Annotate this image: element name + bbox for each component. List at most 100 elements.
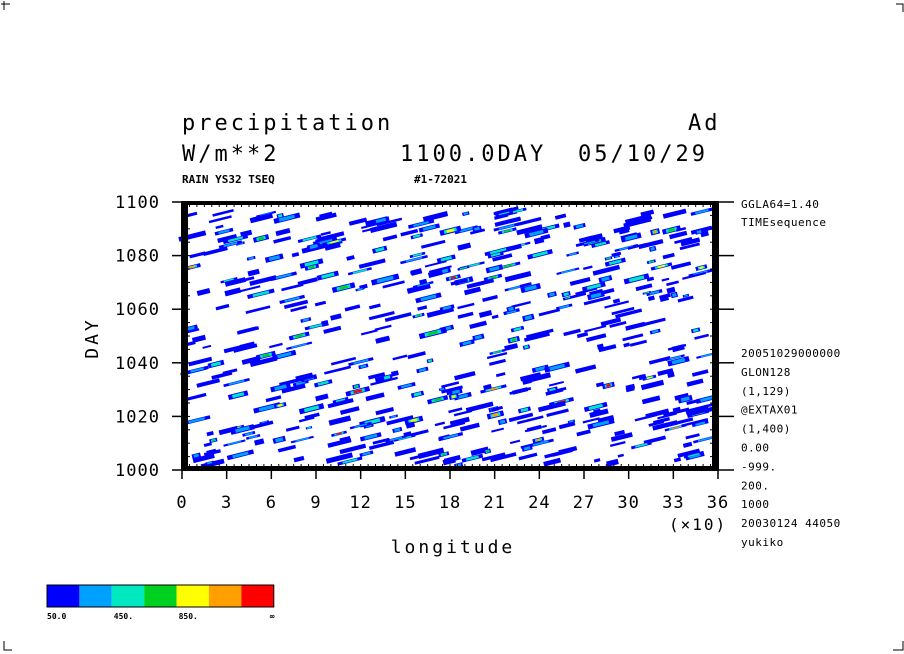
- rain-cell-mid: [513, 326, 522, 332]
- rain-cell: [272, 435, 286, 444]
- rain-cell-outer: [238, 326, 258, 333]
- rain-cell: [439, 225, 462, 236]
- rain-cell-core: [511, 338, 517, 342]
- rain-cell: [463, 286, 482, 296]
- rain-cell-mid: [227, 236, 244, 243]
- rain-cell-outer: [390, 370, 399, 377]
- rain-cell-mid: [535, 366, 546, 372]
- rain-cell-outer: [641, 395, 661, 405]
- rain-cell: [583, 295, 611, 306]
- rain-cell-mid: [524, 284, 537, 292]
- rain-cell-mid: [508, 285, 521, 291]
- rain-cell-outer: [386, 415, 414, 426]
- side-info-line: GGLA64=1.40: [741, 198, 819, 211]
- rain-cell: [511, 300, 531, 309]
- rain-cell-mid: [321, 272, 335, 279]
- rain-cell-outer: [682, 271, 707, 280]
- rain-cell: [181, 392, 207, 402]
- rain-cell: [449, 416, 470, 427]
- rain-cell-outer: [672, 406, 681, 413]
- rain-cell-mid: [692, 328, 699, 333]
- rain-cell: [680, 237, 701, 247]
- x-tick-label: 33: [662, 493, 684, 513]
- rain-cell-mid: [474, 334, 482, 340]
- rain-cell-outer: [614, 429, 626, 437]
- rain-cell: [220, 277, 238, 284]
- rain-cell: [233, 343, 258, 353]
- rain-cell: [185, 365, 209, 375]
- rain-cell: [527, 438, 554, 448]
- rain-cell-outer: [611, 306, 635, 316]
- rain-cell: [600, 317, 622, 327]
- rain-cell: [624, 213, 652, 224]
- rain-cell: [330, 356, 357, 366]
- rain-cell-mid: [575, 224, 584, 229]
- rain-cell-outer: [247, 268, 260, 277]
- rain-cell: [299, 258, 324, 269]
- rain-cell-outer: [449, 416, 470, 427]
- rain-cell: [196, 378, 221, 388]
- rain-cell-core: [277, 403, 283, 407]
- rain-cell-outer: [191, 334, 207, 343]
- rain-cell-outer: [657, 412, 677, 420]
- rain-cell-mid: [671, 357, 686, 365]
- y-tick-labels: 1000 1020 1040 1060 1080 1100: [115, 193, 159, 481]
- rain-cell: [441, 381, 460, 389]
- rain-cell-mid: [443, 433, 459, 440]
- rain-cell-outer: [640, 379, 665, 391]
- rain-cell: [293, 455, 305, 463]
- rain-cell-outer: [516, 216, 542, 227]
- rain-cell-mid: [624, 234, 638, 241]
- rain-cell: [218, 240, 243, 249]
- rain-cell: [328, 415, 352, 426]
- rain-cell: [677, 394, 693, 404]
- rain-cell: [247, 288, 275, 299]
- x-scale-factor: (×10): [669, 515, 727, 534]
- rain-cell-outer: [275, 228, 291, 237]
- rain-cell-outer: [685, 404, 709, 415]
- rain-cell: [214, 227, 234, 236]
- rain-cell: [531, 364, 549, 373]
- rain-cell-mid: [549, 363, 565, 371]
- rain-cell-outer: [647, 295, 655, 301]
- rain-cell-mid: [569, 420, 574, 423]
- rain-cell: [445, 274, 461, 282]
- rain-cell-outer: [516, 415, 544, 425]
- rain-cell: [249, 212, 274, 224]
- rain-cell: [469, 228, 486, 235]
- time-label: 1100.0DAY: [400, 142, 546, 167]
- rain-cell: [291, 252, 300, 258]
- rain-cell: [469, 320, 487, 330]
- rain-cell-core: [354, 385, 358, 388]
- rain-cell: [472, 225, 482, 232]
- rain-cell-outer: [504, 270, 532, 283]
- rain-cell-outer: [574, 364, 597, 374]
- rain-cell-outer: [469, 320, 487, 330]
- rain-cell-mid: [459, 226, 474, 233]
- rain-cell: [638, 239, 664, 250]
- rain-cell: [400, 254, 428, 265]
- rain-cell-mid: [398, 435, 412, 441]
- rain-cell: [546, 408, 569, 418]
- colorbar-label: 450.: [114, 612, 133, 621]
- rain-cell-outer: [609, 320, 627, 328]
- rain-cell-mid: [413, 391, 422, 397]
- rain-cell: [264, 253, 284, 263]
- rain-cell-mid: [508, 306, 514, 312]
- rain-cell: [453, 391, 472, 401]
- rain-cell-outer: [394, 447, 417, 457]
- rain-cell-mid: [277, 351, 292, 359]
- rain-cell-outer: [223, 343, 249, 354]
- rain-cell: [392, 354, 408, 361]
- rain-cell: [516, 224, 543, 236]
- rain-cell-outer: [203, 442, 212, 447]
- rain-cell: [554, 213, 567, 220]
- side-info-line: 0.00: [741, 442, 770, 455]
- rain-cell-outer: [511, 300, 531, 309]
- side-info-top: GGLA64=1.40 TIMEsequence: [741, 198, 826, 229]
- rain-cell-outer: [563, 328, 581, 337]
- rain-cell-outer: [346, 255, 355, 261]
- rain-cell: [327, 437, 352, 448]
- date-label: 05/10/29: [578, 142, 708, 167]
- rain-cell-outer: [410, 269, 419, 275]
